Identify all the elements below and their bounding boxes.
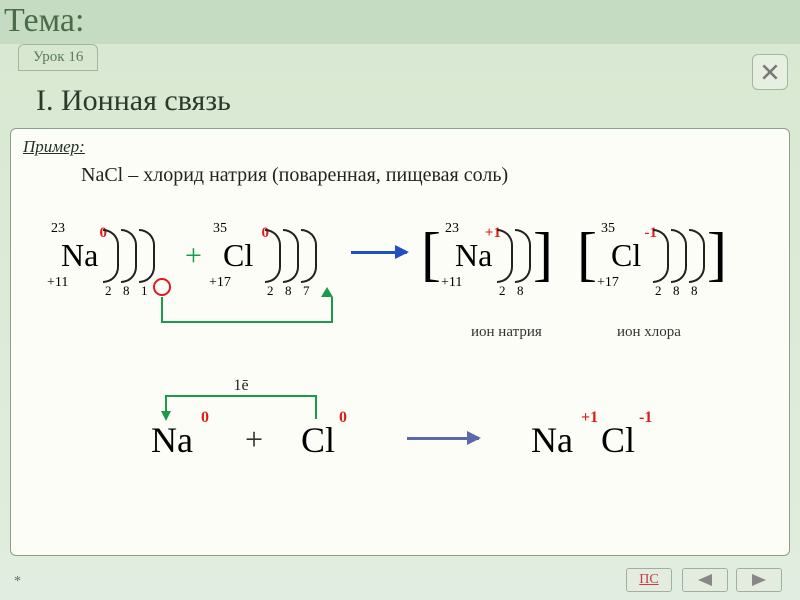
plus-sign-2: + <box>245 421 263 458</box>
cl-ion-symbol: Cl <box>611 237 641 274</box>
cl-mass: 35 <box>213 221 227 237</box>
close-button[interactable] <box>752 54 788 90</box>
compound-description: NaCl – хлорид натрия (поваренная, пищева… <box>81 163 749 188</box>
lesson-tab[interactable]: Урок 16 <box>18 44 98 71</box>
bohr-reaction-row: 23 +11 Na 0 2 8 1 + 35 +17 Cl <box>11 221 789 321</box>
outer-electron-highlight <box>153 278 171 296</box>
ion-cl: [ 35 +17 Cl -1 2 8 8 ] <box>577 221 727 291</box>
cl-symbol: Cl <box>223 237 253 274</box>
topic-label: Тема: <box>4 2 84 40</box>
section-title: Ионная связь <box>61 84 231 117</box>
bracket-open-na: [ <box>421 224 441 284</box>
reaction-arrow-1 <box>351 251 407 254</box>
atom-na: 23 +11 Na 0 2 8 1 <box>47 221 157 291</box>
next-button[interactable] <box>736 568 782 592</box>
bracket-open-cl: [ <box>577 224 597 284</box>
electron-transfer-label: 1ē <box>233 377 248 395</box>
cl-ion-shell-3: 8 <box>689 229 705 283</box>
footnote-marker: * <box>14 574 21 590</box>
cl-ion-label: ион хлора <box>617 324 681 341</box>
cl-shells: 2 8 7 <box>265 224 319 288</box>
cl-shell-3: 7 <box>301 229 317 283</box>
reaction-arrow-2 <box>407 437 479 440</box>
ion-na: [ 23 +11 Na +1 2 8 ] <box>421 221 553 291</box>
chevron-left-icon <box>698 574 712 586</box>
cl-ion-symbol-block: 35 +17 Cl -1 <box>597 221 653 291</box>
bottom-nav: * ПС <box>10 562 790 592</box>
na-ion-shells: 2 8 <box>497 224 533 288</box>
example-label: Пример: <box>23 137 85 157</box>
cl-simple-charge: 0 <box>339 409 347 427</box>
cl-simple: Cl <box>301 419 335 461</box>
bracket-close-cl: ] <box>707 224 727 284</box>
plus-sign-1: + <box>185 239 202 273</box>
na-symbol: Na <box>61 237 98 274</box>
chevron-right-icon <box>752 574 766 586</box>
na-shell-1: 2 <box>103 229 119 283</box>
na-simple: Na <box>151 419 193 461</box>
cl-ion-mass: 35 <box>601 221 615 237</box>
product-na: Na <box>531 419 573 461</box>
cl-shell-1: 2 <box>265 229 281 283</box>
product-cl: Cl <box>601 419 635 461</box>
section-heading: I. Ионная связь <box>36 84 231 118</box>
cl-shell-2: 8 <box>283 229 299 283</box>
close-icon <box>760 62 780 82</box>
section-roman: I. <box>36 84 54 117</box>
na-ion-shell-2: 8 <box>515 229 531 283</box>
na-shell-2: 8 <box>121 229 137 283</box>
na-mass: 23 <box>51 221 65 237</box>
na-ion-shell-1: 2 <box>497 229 513 283</box>
bracket-close-na: ] <box>533 224 553 284</box>
electron-transfer-bracket: 1ē <box>165 395 317 419</box>
na-z: +11 <box>47 275 68 291</box>
electron-transfer-arrow-1 <box>161 297 333 323</box>
cl-ion-shell-1: 2 <box>653 229 669 283</box>
cl-symbol-block: 35 +17 Cl 0 <box>209 221 265 291</box>
simplified-reaction-row: 1ē Na 0 + Cl 0 Na +1 Cl -1 <box>11 377 789 497</box>
cl-z: +17 <box>209 275 231 291</box>
product-cl-charge: -1 <box>639 409 652 427</box>
cl-ion-z: +17 <box>597 275 619 291</box>
na-shells: 2 8 1 <box>103 224 157 288</box>
na-ion-z: +11 <box>441 275 462 291</box>
na-ion-mass: 23 <box>445 221 459 237</box>
periodic-table-button[interactable]: ПС <box>626 568 672 592</box>
na-ion-symbol: Na <box>455 237 492 274</box>
ps-label: ПС <box>639 572 658 588</box>
content-panel: Пример: NaCl – хлорид натрия (поваренная… <box>10 128 790 556</box>
na-ion-label: ион натрия <box>471 324 542 341</box>
slide: Тема: Урок 16 I. Ионная связь Пример: Na… <box>0 0 800 600</box>
na-shell-3: 1 <box>139 229 155 283</box>
na-simple-charge: 0 <box>201 409 209 427</box>
prev-button[interactable] <box>682 568 728 592</box>
na-symbol-block: 23 +11 Na 0 <box>47 221 103 291</box>
atom-cl: 35 +17 Cl 0 2 8 7 <box>209 221 319 291</box>
product-na-charge: +1 <box>581 409 598 427</box>
topbar <box>0 0 800 44</box>
cl-ion-shell-2: 8 <box>671 229 687 283</box>
cl-ion-shells: 2 8 8 <box>653 224 707 288</box>
na-ion-symbol-block: 23 +11 Na +1 <box>441 221 497 291</box>
